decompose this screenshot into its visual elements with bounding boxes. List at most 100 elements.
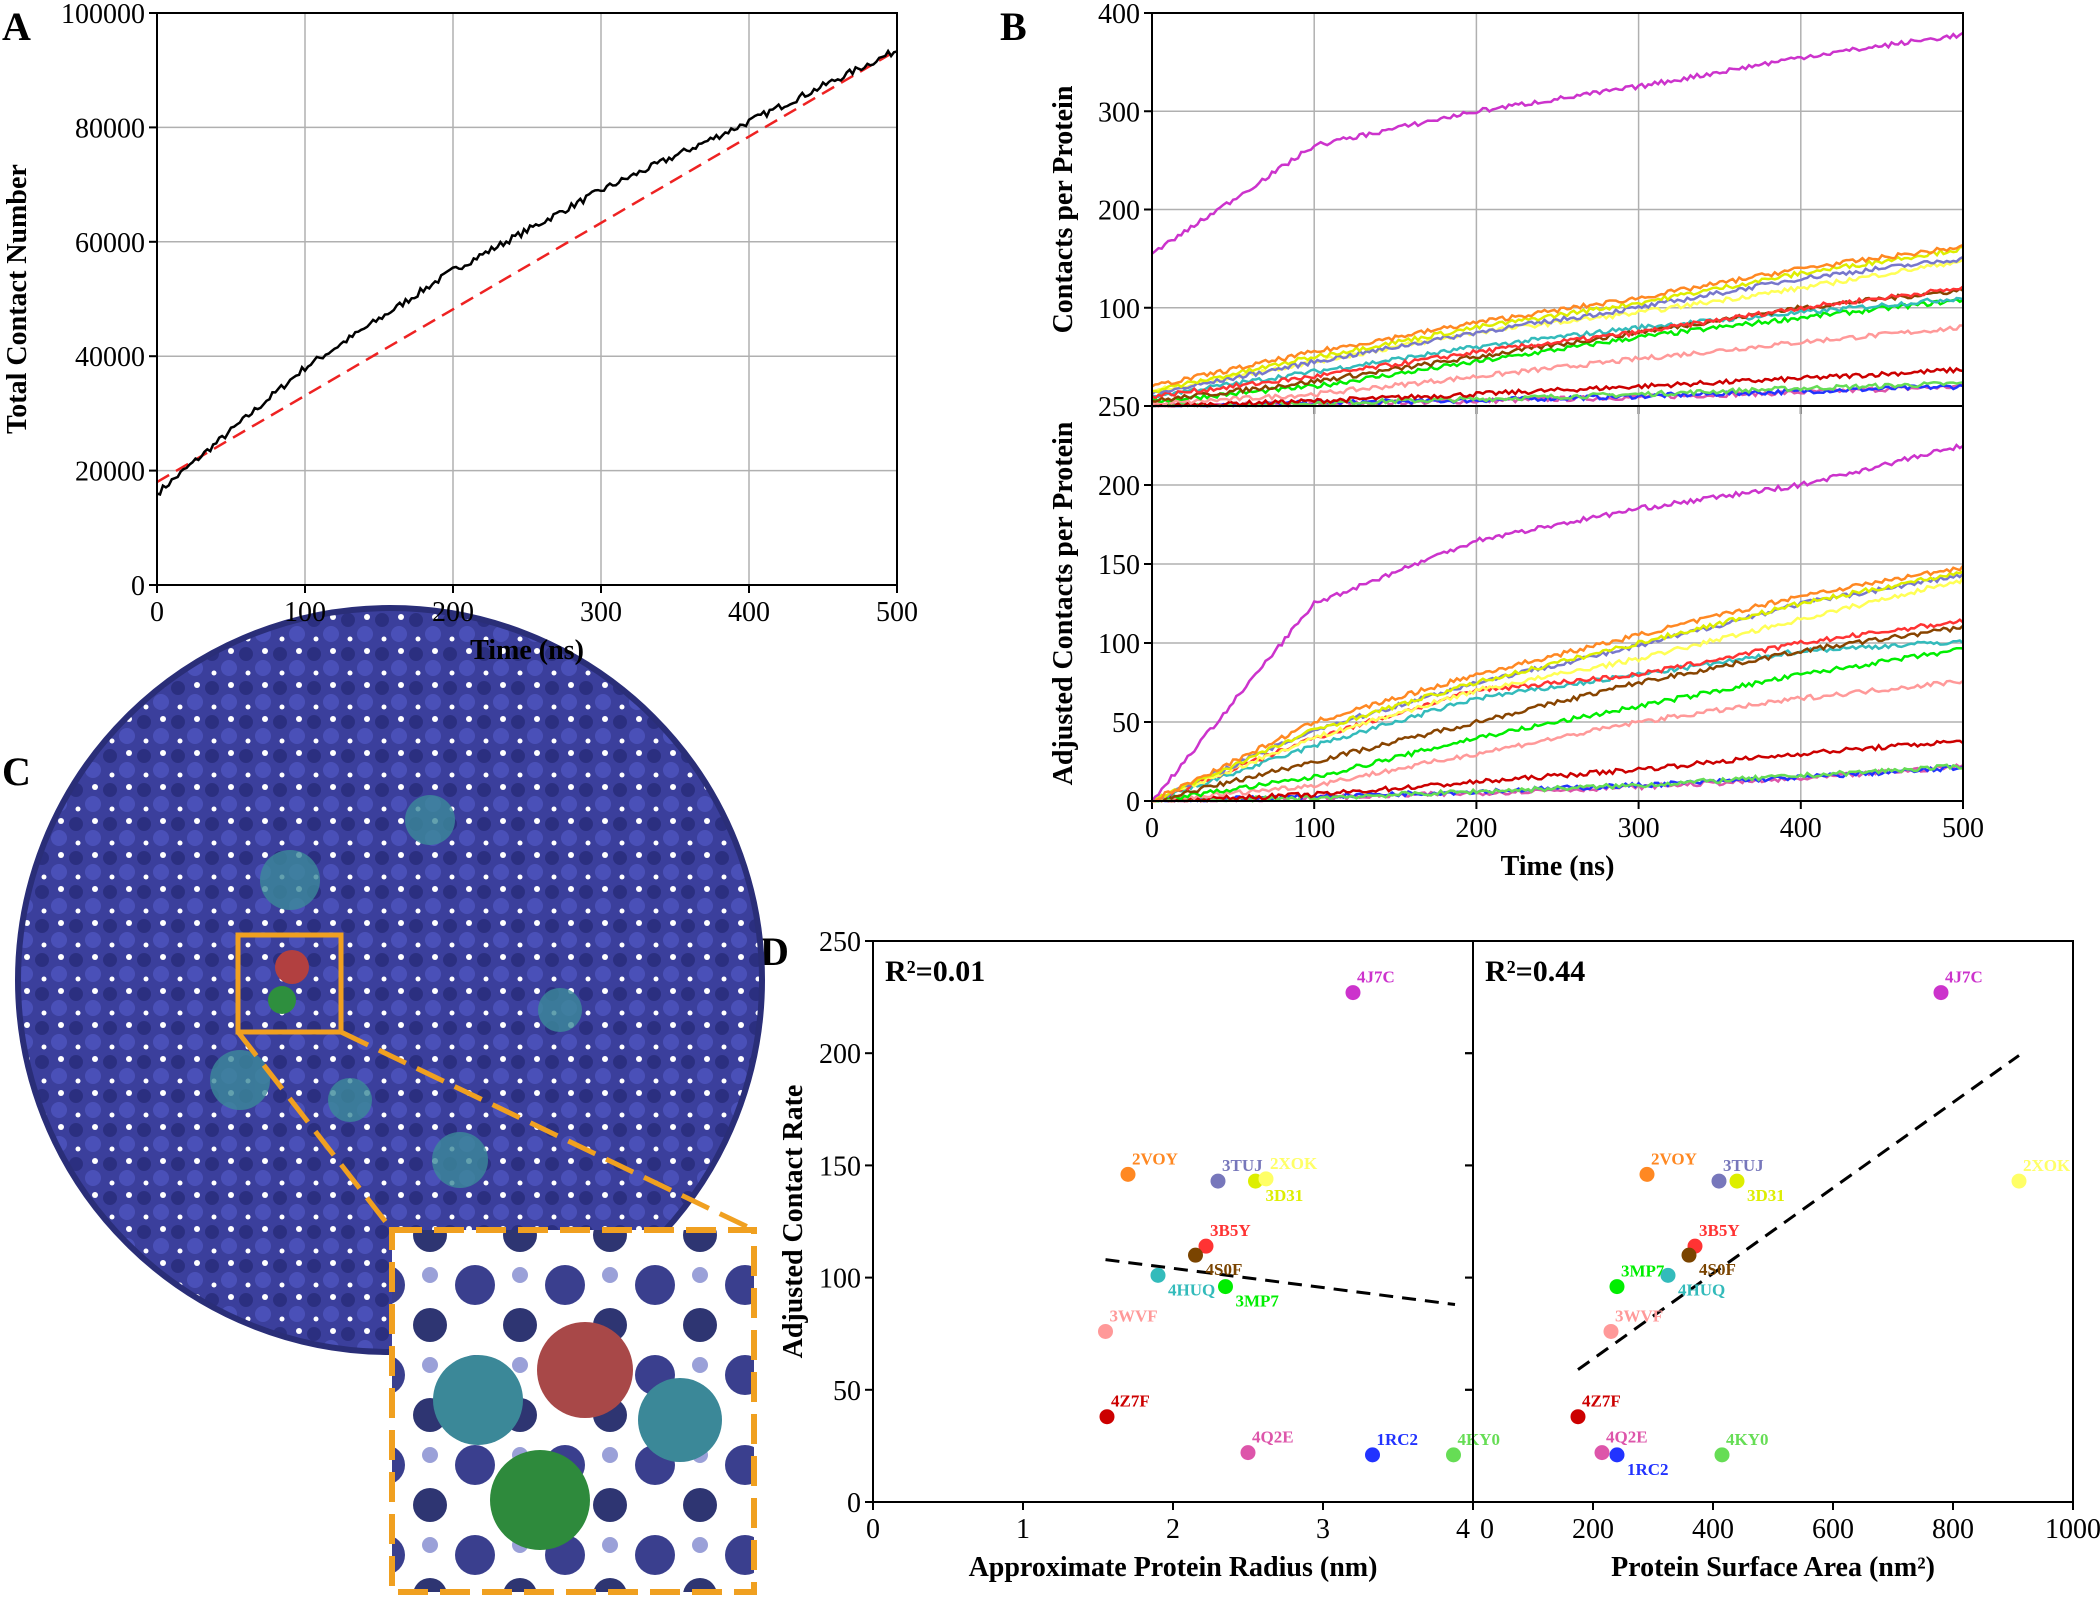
- x-tick-label: 3: [1316, 1514, 1330, 1545]
- y-tick-label: 300: [1098, 97, 1140, 128]
- x-tick-label: 200: [1572, 1514, 1614, 1545]
- series-line-4s0f: [1151, 287, 1964, 403]
- point-label: 4Z7F: [1582, 1392, 1621, 1411]
- x-tick-label: 0: [1145, 813, 1159, 844]
- data-point-4s0f: [1188, 1247, 1203, 1263]
- x-tick-label: 100: [1293, 813, 1335, 844]
- point-label: 1RC2: [1377, 1430, 1419, 1449]
- series-line-3d31: [1151, 245, 1964, 394]
- point-label: 4S0F: [1206, 1260, 1243, 1279]
- y-tick-label: 0: [1126, 787, 1140, 818]
- x-tick-label: 0: [1480, 1514, 1494, 1545]
- data-point-4huq: [1660, 1267, 1676, 1283]
- y-tick-label: 20000: [75, 457, 145, 488]
- data-point-4j7c: [1345, 985, 1361, 1001]
- y-tick-label: 50: [833, 1376, 861, 1407]
- y-tick-label: 40000: [75, 342, 145, 373]
- data-point-4s0f: [1681, 1247, 1697, 1263]
- y-tick-label: 100: [1098, 629, 1140, 660]
- y-tick-label: 100000: [61, 0, 145, 30]
- panel-label-c: C: [2, 749, 31, 794]
- series-line-4z7f: [1152, 739, 1964, 803]
- data-point-2xok: [1258, 1171, 1274, 1187]
- chart-b-bottom: 0 100 200 300 400 500 0 50 100 150 200 250 Time (ns)…: [1048, 392, 1984, 882]
- point-label: 4J7C: [1945, 968, 1983, 987]
- x-tick-label: 0: [866, 1514, 880, 1545]
- x-tick-label: 100: [284, 597, 326, 628]
- y-axis-label: Contacts per Protein: [1048, 85, 1079, 333]
- series-line-3d31: [1151, 570, 1964, 803]
- point-label: 3D31: [1266, 1186, 1304, 1205]
- x-tick-label: 400: [728, 597, 770, 628]
- point-label: 1RC2: [1627, 1460, 1669, 1479]
- point-label: 3D31: [1747, 1186, 1785, 1205]
- point-label: 3MP7: [1621, 1262, 1665, 1281]
- point-label: 3TUJ: [1723, 1156, 1764, 1175]
- series-line-2xok: [1151, 576, 1965, 803]
- y-tick-label: 250: [1098, 392, 1140, 423]
- panel-label-a: A: [2, 4, 31, 49]
- x-tick-label: 400: [1780, 813, 1822, 844]
- data-point-4j7c: [1933, 985, 1949, 1001]
- y-tick-label: 0: [847, 1488, 861, 1519]
- axes-frame: [1472, 940, 2074, 1503]
- data-point-4huq: [1150, 1267, 1166, 1283]
- point-label: 3WVF: [1615, 1306, 1663, 1325]
- y-tick-label: 80000: [75, 113, 145, 144]
- data-point-3wvf: [1603, 1323, 1619, 1339]
- x-tick-label: 300: [1618, 813, 1660, 844]
- x-tick-label: 4: [1456, 1514, 1470, 1545]
- series-group: [156, 48, 898, 496]
- data-point-4q2e: [1594, 1445, 1610, 1461]
- point-label: 4HUQ: [1678, 1280, 1725, 1299]
- data-point-4z7f: [1099, 1409, 1115, 1425]
- series-line-4s0f: [1151, 624, 1964, 802]
- point-label: 3MP7: [1236, 1292, 1280, 1311]
- point-label: 3B5Y: [1699, 1221, 1740, 1240]
- x-tick-label: 0: [150, 597, 164, 628]
- y-axis-label: Adjusted Contact Rate: [778, 1085, 809, 1359]
- data-point-4q2e: [1240, 1445, 1256, 1461]
- point-label: 2XOK: [2023, 1156, 2071, 1175]
- series-line-3wvf: [1151, 679, 1964, 803]
- data-point-3mp7: [1609, 1279, 1625, 1295]
- y-tick-label: 150: [819, 1151, 861, 1182]
- point-label: 4HUQ: [1168, 1280, 1215, 1299]
- y-tick-label: 250: [819, 927, 861, 958]
- series-line-4huq: [1151, 639, 1964, 803]
- y-tick-label: 60000: [75, 228, 145, 259]
- point-label: 4S0F: [1699, 1260, 1736, 1279]
- data-point-2voy: [1639, 1166, 1655, 1182]
- x-axis-label: Approximate Protein Radius (nm): [969, 1552, 1378, 1583]
- x-tick-label: 800: [1932, 1514, 1974, 1545]
- point-label: 4Q2E: [1252, 1428, 1294, 1447]
- series-line-3b5y: [1151, 285, 1964, 400]
- x-tick-label: 1: [1016, 1514, 1030, 1545]
- y-axis-label: Total Contact Number: [2, 164, 33, 434]
- r-squared-annotation: R²=0.44: [1485, 955, 1585, 988]
- series-line-4j7c: [1150, 443, 1964, 802]
- x-tick-label: 200: [432, 597, 474, 628]
- data-point-3tuj: [1210, 1173, 1226, 1189]
- x-tick-label: 2: [1166, 1514, 1180, 1545]
- chart-d-right: 0 200 400 600 800 1000 Protein Surface Area (n…: [1465, 940, 2100, 1583]
- point-label: 4J7C: [1357, 968, 1395, 987]
- series-line-4z7f: [1151, 366, 1964, 408]
- x-axis-label: Time (ns): [1501, 851, 1615, 882]
- series-line-total-contacts: [156, 48, 898, 496]
- data-point-1rc2: [1609, 1447, 1625, 1463]
- point-label: 3WVF: [1110, 1306, 1158, 1325]
- series-line-4ky0: [1152, 763, 1964, 803]
- x-axis-label: Protein Surface Area (nm²): [1611, 1552, 1935, 1583]
- panel-label-b: B: [1000, 4, 1027, 49]
- x-axis-label: Time (ns): [470, 635, 584, 666]
- point-label: 3TUJ: [1222, 1156, 1263, 1175]
- x-tick-label: 200: [1455, 813, 1497, 844]
- y-tick-label: 400: [1098, 0, 1140, 30]
- r-squared-annotation: R²=0.01: [885, 955, 985, 988]
- point-label: 3B5Y: [1210, 1221, 1251, 1240]
- data-point-2voy: [1120, 1166, 1136, 1182]
